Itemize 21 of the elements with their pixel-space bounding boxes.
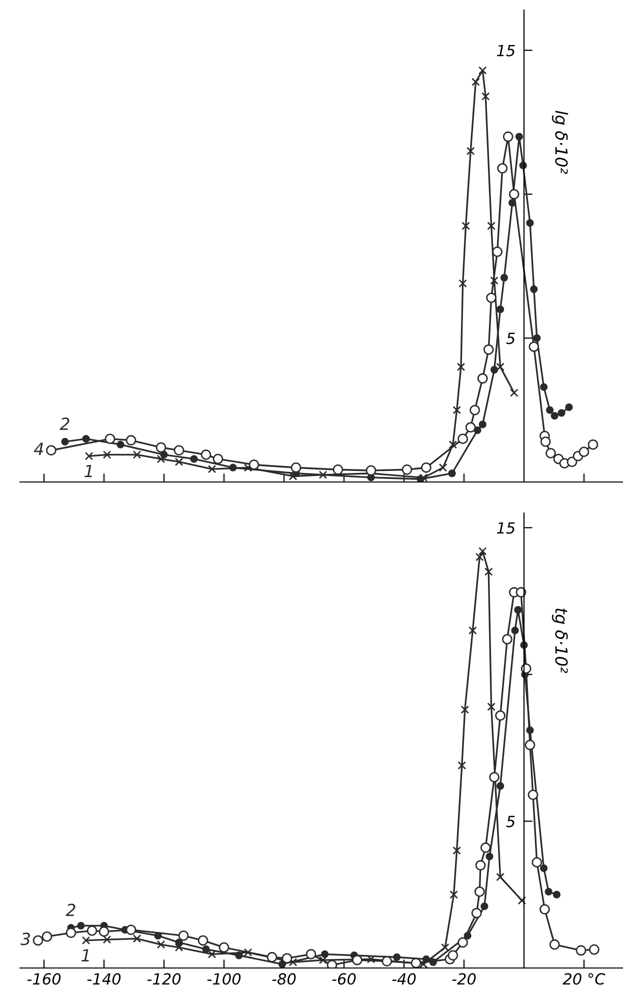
series-label: 1: [84, 464, 92, 478]
series-label: 1: [82, 949, 89, 962]
y-axis-title: tg δ·10²: [552, 608, 568, 674]
x-tick-label: -20: [452, 973, 476, 985]
y-tick-label: 5: [506, 332, 515, 344]
x-tick-label: -140: [87, 973, 121, 985]
x-tick-label: -100: [207, 973, 241, 985]
x-tick-label: -160: [27, 973, 61, 985]
series-label: 3: [20, 932, 30, 946]
series-label: 2: [60, 418, 70, 430]
x-tick-label: -60: [332, 973, 356, 985]
series-label: 4: [34, 442, 44, 455]
y-tick-label: 5: [506, 816, 515, 828]
x-tick-label: -120: [147, 973, 181, 985]
y-axis-title: lg δ·10²: [552, 110, 568, 174]
y-tick-label: 15: [496, 44, 515, 56]
x-tick-label: 20 °C: [562, 973, 606, 985]
series-label: 2: [66, 904, 76, 916]
x-tick-label: -80: [272, 973, 296, 985]
x-tick-label: -40: [392, 973, 416, 985]
y-tick-label: 15: [496, 522, 515, 534]
